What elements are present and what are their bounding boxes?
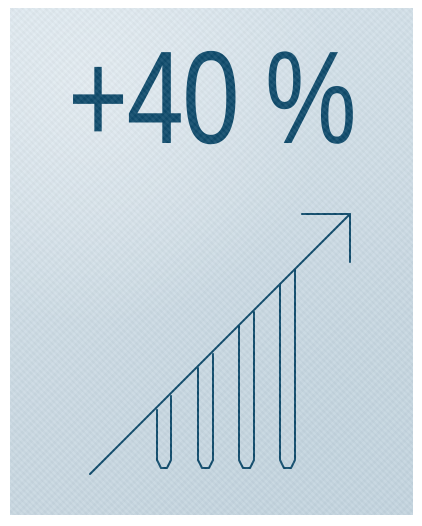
bar-4	[279, 269, 296, 469]
percentage-card: +40 %	[10, 8, 413, 515]
percentage-headline: +40 %	[67, 24, 357, 171]
arrow-head	[301, 213, 351, 263]
bar-1	[156, 395, 172, 469]
rising-bars-arrow-icon	[89, 213, 351, 475]
bar-2	[197, 353, 214, 469]
arrow-line	[89, 213, 351, 475]
bar-3	[238, 311, 255, 469]
